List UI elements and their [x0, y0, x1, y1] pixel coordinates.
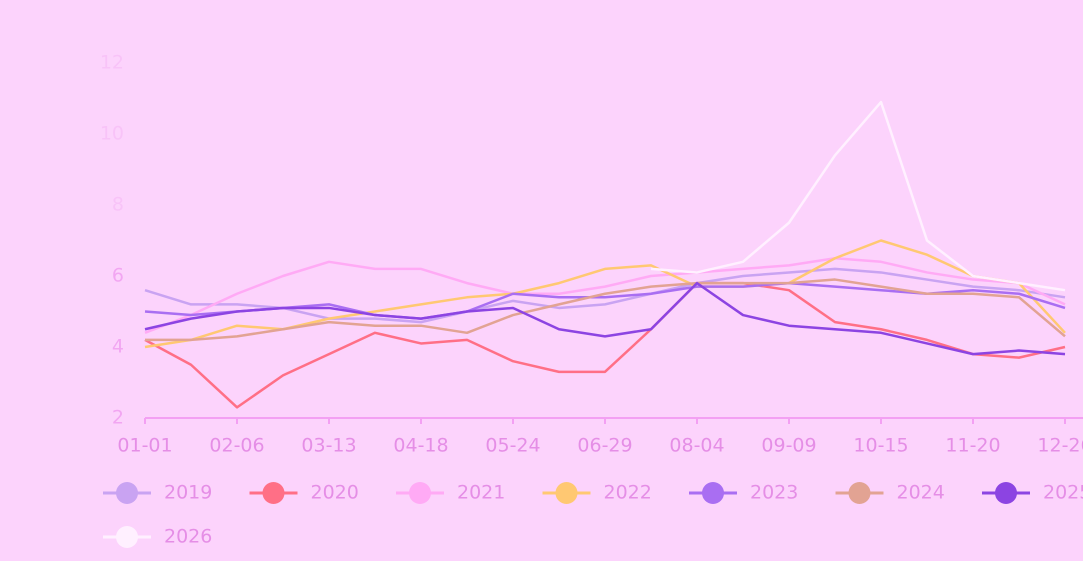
x-tick-label: 08-04: [669, 435, 724, 457]
legend-marker: [116, 526, 138, 548]
legend-label: 2020: [311, 482, 359, 504]
legend-marker: [262, 482, 285, 504]
x-tick-label: 09-09: [761, 435, 816, 457]
legend-label: 2025: [1043, 482, 1083, 504]
series-line: [144, 281, 1066, 356]
x-tick-label: 05-24: [485, 435, 540, 457]
legend-marker: [409, 482, 431, 504]
series-line: [144, 281, 1066, 320]
legend-marker: [116, 482, 138, 504]
legend-marker: [702, 482, 724, 504]
legend-marker: [555, 482, 578, 504]
legend-marker: [995, 482, 1017, 504]
x-tick-label: 02-06: [209, 435, 264, 457]
legend-label: 2019: [164, 482, 212, 504]
legend-label: 2023: [750, 482, 798, 504]
y-tick-label: 4: [112, 336, 124, 358]
legend-label: 2021: [457, 482, 505, 504]
series-line: [144, 281, 1066, 409]
x-tick-label: 06-29: [577, 435, 632, 457]
x-tick-label: 12-26: [1037, 435, 1083, 457]
x-tick-label: 04-18: [393, 435, 448, 457]
x-tick-label: 03-13: [301, 435, 356, 457]
series-line: [145, 278, 1066, 342]
y-tick-label: 10: [100, 123, 124, 145]
legend-label: 2024: [897, 482, 945, 504]
series-line: [144, 267, 1066, 324]
x-tick-label: 01-01: [117, 435, 172, 457]
x-tick-label: 11-20: [945, 435, 1000, 457]
y-tick-label: 6: [112, 265, 124, 287]
series-line: [144, 257, 1066, 334]
series-line: [650, 100, 1066, 292]
legend-marker: [848, 482, 871, 504]
y-tick-label: 2: [112, 407, 124, 429]
legend-label: 2026: [164, 526, 212, 548]
legend-label: 2022: [604, 482, 652, 504]
y-tick-label: 8: [112, 194, 124, 216]
x-tick-label: 10-15: [853, 435, 908, 457]
y-tick-label: 12: [100, 52, 124, 74]
